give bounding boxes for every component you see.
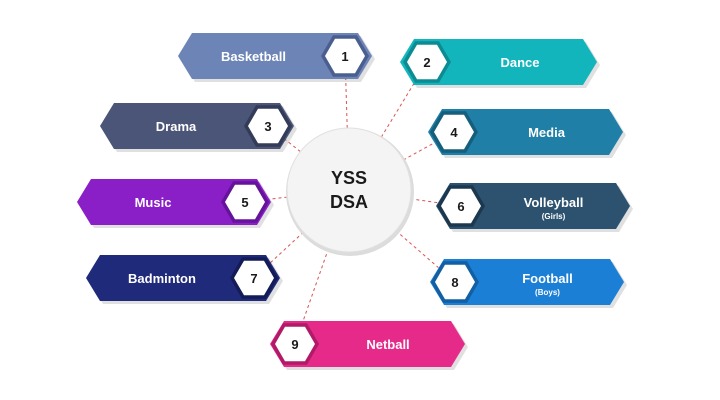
activity-item-2: 2 Dance	[400, 39, 600, 88]
activity-label: Badminton	[128, 271, 196, 286]
activity-banner	[100, 103, 294, 149]
activity-label: Music	[135, 195, 172, 210]
number-hex	[435, 264, 475, 300]
activity-item-6: 6 Volleyball (Girls)	[436, 183, 633, 232]
connector-line-7	[269, 231, 304, 264]
activity-label: Drama	[156, 119, 197, 134]
connector-line-6	[410, 198, 440, 204]
activity-label: Football	[522, 271, 573, 286]
number-hex	[248, 108, 288, 144]
number-hex	[441, 188, 481, 224]
activity-number: 7	[250, 271, 257, 286]
activity-sublabel: (Girls)	[542, 212, 566, 221]
number-hex	[225, 184, 265, 220]
activity-item-4: 4 Media	[428, 109, 626, 158]
connector-line-1	[345, 77, 348, 129]
activity-number: 5	[241, 195, 248, 210]
activity-item-7: 7 Badminton	[86, 255, 283, 304]
activity-number: 1	[341, 49, 348, 64]
number-hex	[234, 260, 274, 296]
number-hex	[325, 38, 365, 74]
number-hex	[275, 326, 315, 362]
activity-number: 8	[451, 275, 458, 290]
activity-banner	[77, 179, 271, 225]
activity-number: 6	[457, 199, 464, 214]
activity-banners: 1 Basketball 2 Dance 3 Drama 4 Media 5 Music 6 Voll…	[77, 33, 633, 370]
activity-number: 2	[423, 55, 430, 70]
activity-label: Basketball	[221, 49, 286, 64]
activity-number: 3	[264, 119, 271, 134]
connector-line-8	[395, 230, 439, 268]
number-hex	[407, 44, 447, 80]
activity-banner	[400, 39, 597, 85]
number-hex	[434, 114, 474, 150]
activity-banner	[428, 109, 623, 155]
activity-banner	[436, 183, 630, 229]
activity-banner	[178, 33, 372, 79]
activity-banner	[86, 255, 280, 301]
center-hub-circle	[286, 127, 412, 253]
activity-banner	[270, 321, 465, 367]
activity-item-9: 9 Netball	[270, 321, 468, 370]
connector-line-9	[301, 248, 329, 324]
activity-label: Netball	[366, 337, 409, 352]
connector-line-2	[380, 80, 417, 138]
connector-lines	[266, 77, 440, 324]
center-hub: YSS DSA	[286, 127, 414, 256]
activity-number: 4	[450, 125, 458, 140]
activity-banner	[430, 259, 624, 305]
connector-line-4	[403, 142, 435, 161]
activity-sublabel: (Boys)	[535, 288, 560, 297]
activity-item-5: 5 Music	[77, 179, 274, 228]
activity-label: Dance	[500, 55, 539, 70]
center-title-line-1: YSS	[331, 168, 367, 188]
activity-item-8: 8 Football (Boys)	[430, 259, 627, 308]
activity-label: Volleyball	[524, 195, 584, 210]
activity-item-3: 3 Drama	[100, 103, 297, 152]
activity-label: Media	[528, 125, 566, 140]
activity-item-1: 1 Basketball	[178, 33, 375, 82]
activity-number: 9	[291, 337, 298, 352]
center-title-line-2: DSA	[330, 192, 368, 212]
